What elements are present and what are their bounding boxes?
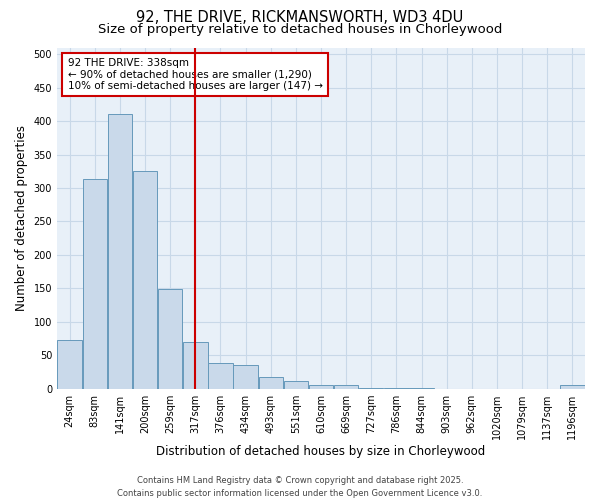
Bar [334, 384, 358, 388]
Bar [208, 364, 233, 388]
Bar [183, 342, 208, 388]
Bar [158, 289, 182, 388]
Bar [233, 364, 258, 388]
Text: 92 THE DRIVE: 338sqm
← 90% of detached houses are smaller (1,290)
10% of semi-de: 92 THE DRIVE: 338sqm ← 90% of detached h… [68, 58, 323, 91]
Bar [560, 386, 584, 388]
Bar [284, 382, 308, 388]
Text: Contains HM Land Registry data © Crown copyright and database right 2025.
Contai: Contains HM Land Registry data © Crown c… [118, 476, 482, 498]
Bar [309, 386, 333, 388]
Bar [108, 114, 132, 388]
X-axis label: Distribution of detached houses by size in Chorleywood: Distribution of detached houses by size … [157, 444, 485, 458]
Bar [133, 172, 157, 388]
Bar [83, 180, 107, 388]
Text: 92, THE DRIVE, RICKMANSWORTH, WD3 4DU: 92, THE DRIVE, RICKMANSWORTH, WD3 4DU [136, 10, 464, 25]
Text: Size of property relative to detached houses in Chorleywood: Size of property relative to detached ho… [98, 22, 502, 36]
Y-axis label: Number of detached properties: Number of detached properties [15, 125, 28, 311]
Bar [259, 376, 283, 388]
Bar [58, 340, 82, 388]
